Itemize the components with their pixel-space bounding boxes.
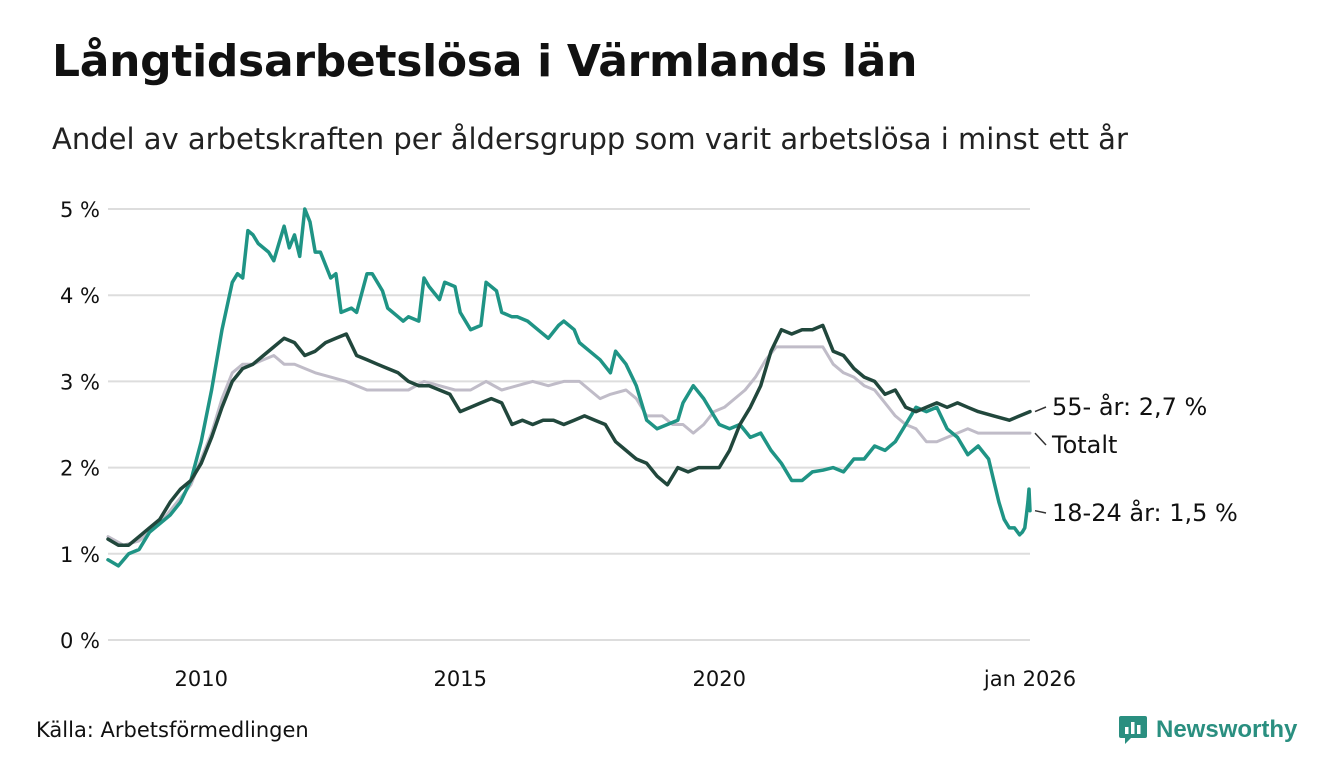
x-tick-label: 2020	[692, 667, 745, 691]
y-tick-label: 4 %	[60, 284, 100, 308]
chart-subtitle: Andel av arbetskraften per åldersgrupp s…	[52, 122, 1128, 156]
end-label-age_55: 55- år: 2,7 %	[1052, 392, 1207, 421]
series-line-age_18_24	[106, 207, 1032, 568]
series-line-age_55	[106, 323, 1032, 547]
label-leader-age_55	[1034, 406, 1047, 413]
x-tick-label: jan 2026	[983, 667, 1076, 691]
y-tick-label: 5 %	[60, 198, 100, 222]
series-lines	[106, 207, 1032, 568]
y-tick-label: 2 %	[60, 457, 100, 481]
end-label-age_18_24: 18-24 år: 1,5 %	[1052, 498, 1238, 527]
line-chart: 0 %1 %2 %3 %4 %5 % 2010 2015 2020 jan 2026 …	[60, 198, 1238, 691]
x-tick-label: 2010	[175, 667, 228, 691]
y-axis-ticks: 0 % 1 % 2 % 3 % 4 % 5 %	[60, 198, 100, 653]
end-labels: Totalt 18-24 år: 1,5 % 55- år: 2,7 %	[1034, 392, 1238, 527]
label-leader-total	[1034, 432, 1047, 446]
grid-lines	[108, 208, 1030, 641]
y-tick-label: 1 %	[60, 543, 100, 567]
x-axis-ticks: 2010 2015 2020 jan 2026	[175, 667, 1077, 691]
brand-name: Newsworthy	[1156, 716, 1298, 743]
bar-chart-speech-icon	[1119, 716, 1147, 744]
source-note: Källa: Arbetsförmedlingen	[36, 718, 309, 742]
y-tick-label: 0 %	[60, 629, 100, 653]
x-tick-label: 2015	[433, 667, 486, 691]
y-tick-label: 3 %	[60, 370, 100, 394]
end-label-total: Totalt	[1051, 431, 1117, 459]
brand-logo: Newsworthy	[1118, 714, 1297, 746]
chart-title: Långtidsarbetslösa i Värmlands län	[52, 36, 918, 87]
label-leader-age_18_24	[1034, 509, 1047, 514]
